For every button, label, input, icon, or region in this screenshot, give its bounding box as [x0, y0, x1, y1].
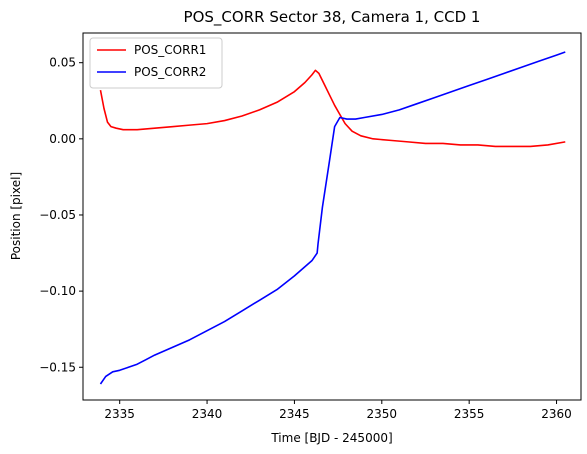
series-line-pos-corr1	[99, 69, 566, 148]
plot-frame	[82, 32, 582, 401]
legend-label-pos-corr2: POS_CORR2	[134, 65, 206, 79]
x-tick-label: 2345	[279, 407, 310, 421]
series-line-pos-corr2	[99, 51, 566, 385]
x-tick-label: 2335	[104, 407, 135, 421]
legend: POS_CORR1 POS_CORR2	[89, 37, 223, 89]
y-tick-label: −0.05	[39, 208, 76, 222]
x-tick-label: 2340	[192, 407, 223, 421]
y-tick-label: 0.05	[49, 56, 76, 70]
x-tick-label: 2355	[454, 407, 485, 421]
x-tick-label: 2360	[541, 407, 572, 421]
x-tick-label: 2350	[367, 407, 398, 421]
y-tick-label: −0.15	[39, 360, 76, 374]
chart-title: POS_CORR Sector 38, Camera 1, CCD 1	[184, 8, 481, 27]
y-tick-label: −0.10	[39, 284, 76, 298]
y-axis-label: Position [pixel]	[9, 172, 23, 260]
x-axis-label: Time [BJD - 245000]	[270, 431, 392, 445]
legend-label-pos-corr1: POS_CORR1	[134, 43, 206, 57]
y-tick-label: 0.00	[49, 132, 76, 146]
